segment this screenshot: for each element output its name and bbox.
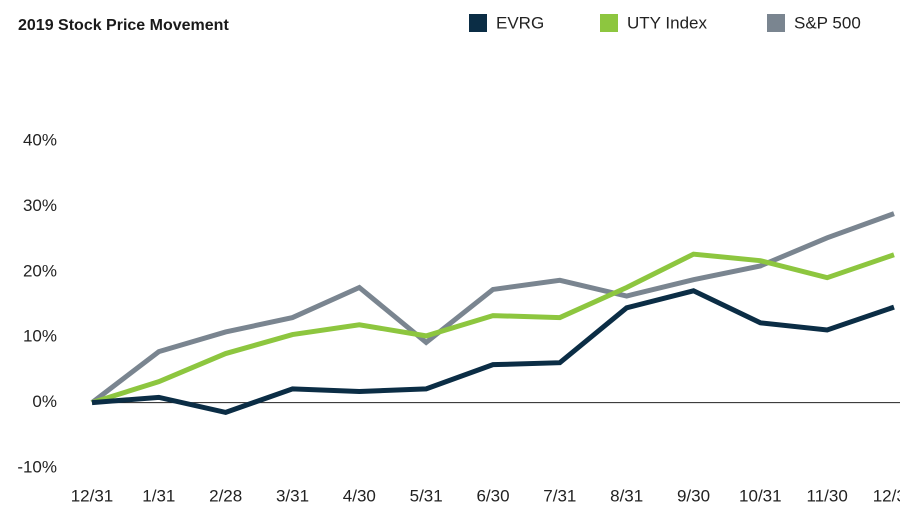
legend-swatch [469, 14, 487, 32]
x-tick-label: 10/31 [739, 486, 782, 505]
x-tick-label: 6/30 [476, 486, 509, 505]
x-tick-label: 9/30 [677, 486, 710, 505]
legend-label: S&P 500 [794, 13, 861, 32]
x-tick-label: 11/30 [807, 486, 848, 505]
x-tick-label: 5/31 [410, 486, 443, 505]
y-tick-label: 10% [23, 327, 57, 346]
x-tick-label: 12/31 [71, 486, 114, 505]
x-tick-label: 3/31 [276, 486, 309, 505]
legend-label: EVRG [496, 13, 544, 32]
legend-swatch [600, 14, 618, 32]
x-tick-label: 1/31 [142, 486, 175, 505]
y-tick-label: -10% [17, 457, 57, 476]
y-tick-label: 0% [32, 392, 57, 411]
x-tick-label: 7/31 [543, 486, 576, 505]
y-tick-label: 30% [23, 196, 57, 215]
series-line [91, 288, 895, 416]
legend-label: UTY Index [627, 13, 708, 32]
x-tick-label: 2/28 [209, 486, 242, 505]
x-tick-label: 12/31 [873, 486, 900, 505]
series-line [91, 251, 895, 405]
legend-swatch [767, 14, 785, 32]
series-line [90, 211, 895, 405]
y-tick-label: 40% [23, 130, 57, 149]
chart-title: 2019 Stock Price Movement [18, 17, 229, 34]
x-tick-label: 4/30 [343, 486, 376, 505]
x-tick-label: 8/31 [610, 486, 643, 505]
y-tick-label: 20% [23, 261, 57, 280]
